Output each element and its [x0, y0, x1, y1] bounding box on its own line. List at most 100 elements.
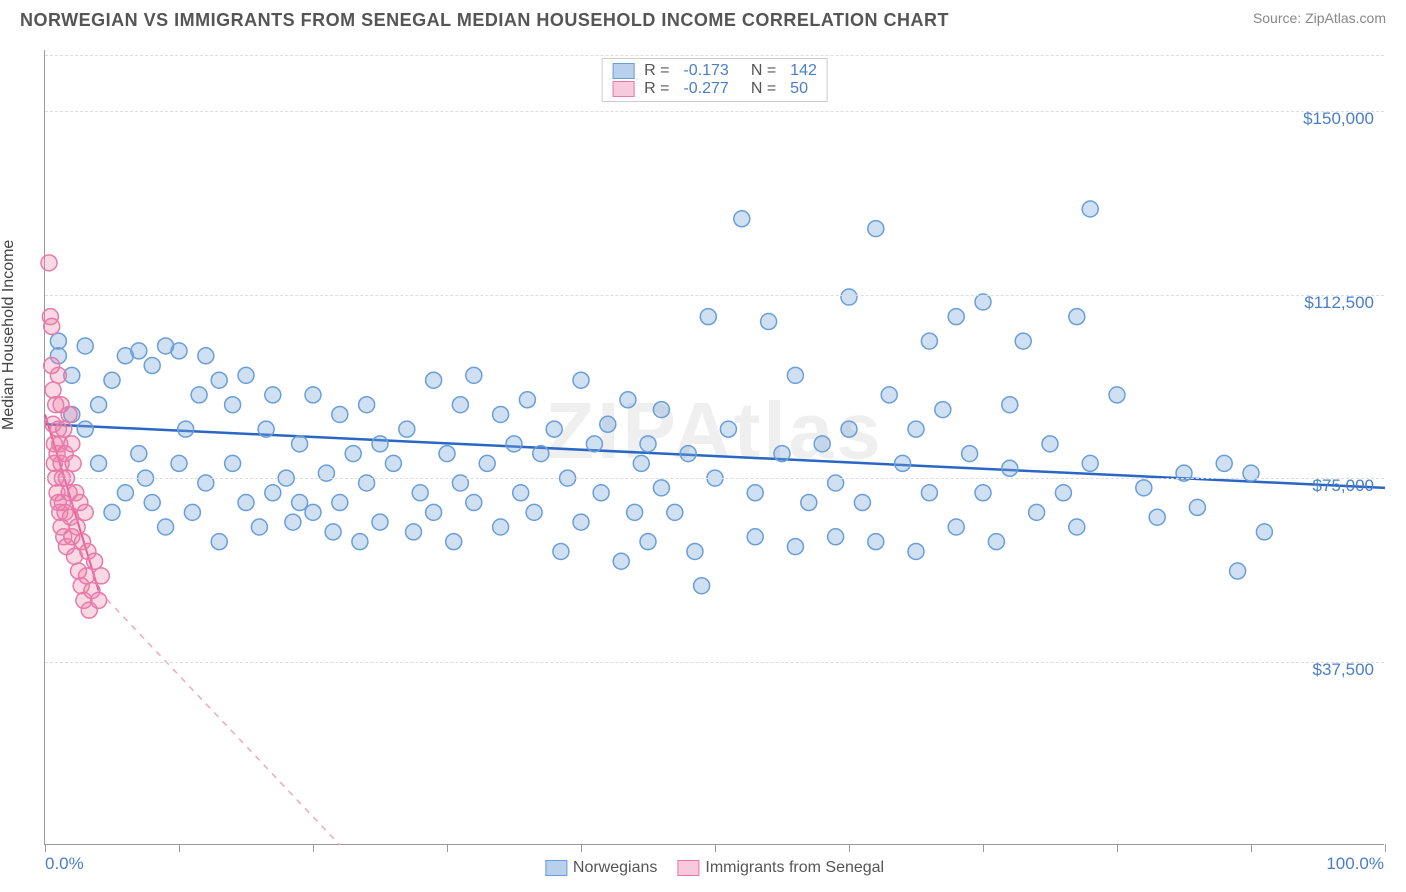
data-point	[412, 485, 428, 501]
gridline-h	[45, 111, 1384, 112]
data-point	[372, 514, 388, 530]
data-point	[77, 338, 93, 354]
data-point	[144, 495, 160, 511]
data-point	[50, 367, 66, 383]
data-point	[171, 455, 187, 471]
data-point	[50, 333, 66, 349]
data-point	[1149, 509, 1165, 525]
data-point	[787, 367, 803, 383]
stat-n-label: N =	[751, 80, 776, 98]
data-point	[921, 485, 937, 501]
data-point	[841, 421, 857, 437]
x-tick	[447, 844, 448, 852]
data-point	[225, 397, 241, 413]
data-point	[426, 372, 442, 388]
data-point	[761, 314, 777, 330]
data-point	[191, 387, 207, 403]
data-point	[720, 421, 736, 437]
legend-swatch	[677, 860, 699, 876]
data-point	[466, 495, 482, 511]
data-point	[1029, 504, 1045, 520]
data-point	[774, 446, 790, 462]
data-point	[325, 524, 341, 540]
stats-legend: R =-0.173 N =142 R =-0.277 N =50	[601, 58, 828, 102]
legend-swatch	[612, 63, 634, 79]
x-tick-label: 0.0%	[45, 854, 84, 874]
data-point	[841, 289, 857, 305]
data-point	[908, 543, 924, 559]
data-point	[1055, 485, 1071, 501]
data-point	[526, 504, 542, 520]
data-point	[359, 397, 375, 413]
data-point	[921, 333, 937, 349]
data-point	[948, 519, 964, 535]
data-point	[131, 446, 147, 462]
data-point	[908, 421, 924, 437]
stat-r-value: -0.277	[683, 80, 728, 98]
data-point	[265, 485, 281, 501]
data-point	[962, 446, 978, 462]
data-point	[225, 455, 241, 471]
data-point	[747, 529, 763, 545]
data-point	[69, 519, 85, 535]
data-point	[1069, 519, 1085, 535]
data-point	[479, 455, 495, 471]
data-point	[285, 514, 301, 530]
plot-area: ZIPAtlas R =-0.173 N =142 R =-0.277 N =5…	[44, 50, 1384, 845]
data-point	[787, 539, 803, 555]
gridline-h	[45, 662, 1384, 663]
gridline-h	[45, 295, 1384, 296]
data-point	[546, 421, 562, 437]
data-point	[41, 255, 57, 271]
x-tick-label: 100.0%	[1326, 854, 1384, 874]
data-point	[372, 436, 388, 452]
data-point	[332, 495, 348, 511]
x-tick	[1251, 844, 1252, 852]
data-point	[975, 294, 991, 310]
data-point	[399, 421, 415, 437]
x-tick	[581, 844, 582, 852]
chart-title: NORWEGIAN VS IMMIGRANTS FROM SENEGAL MED…	[20, 10, 949, 31]
stats-row: R =-0.277 N =50	[612, 80, 817, 98]
data-point	[91, 397, 107, 413]
data-point	[828, 529, 844, 545]
data-point	[238, 495, 254, 511]
data-point	[131, 343, 147, 359]
data-point	[198, 348, 214, 364]
data-point	[305, 387, 321, 403]
data-point	[734, 211, 750, 227]
data-point	[44, 318, 60, 334]
data-point	[801, 495, 817, 511]
x-tick	[983, 844, 984, 852]
y-tick-label: $37,500	[1313, 660, 1374, 680]
x-tick	[1385, 844, 1386, 852]
data-point	[446, 534, 462, 550]
y-axis-label: Median Household Income	[0, 240, 18, 430]
data-point	[77, 504, 93, 520]
legend-label: Norwegians	[573, 859, 657, 876]
data-point	[1082, 201, 1098, 217]
data-point	[251, 519, 267, 535]
data-point	[466, 367, 482, 383]
legend-item: Immigrants from Senegal	[677, 859, 884, 877]
data-point	[533, 446, 549, 462]
data-point	[667, 504, 683, 520]
data-point	[506, 436, 522, 452]
stat-r-label: R =	[644, 62, 669, 80]
legend-swatch	[545, 860, 567, 876]
data-point	[747, 485, 763, 501]
data-point	[1256, 524, 1272, 540]
x-tick	[313, 844, 314, 852]
x-tick	[849, 844, 850, 852]
data-point	[93, 568, 109, 584]
data-point	[613, 553, 629, 569]
data-point	[104, 504, 120, 520]
source-attribution: Source: ZipAtlas.com	[1253, 10, 1386, 26]
data-point	[519, 392, 535, 408]
data-point	[1015, 333, 1031, 349]
y-tick-label: $75,000	[1313, 476, 1374, 496]
data-point	[627, 504, 643, 520]
data-point	[573, 372, 589, 388]
data-point	[292, 436, 308, 452]
data-point	[895, 455, 911, 471]
